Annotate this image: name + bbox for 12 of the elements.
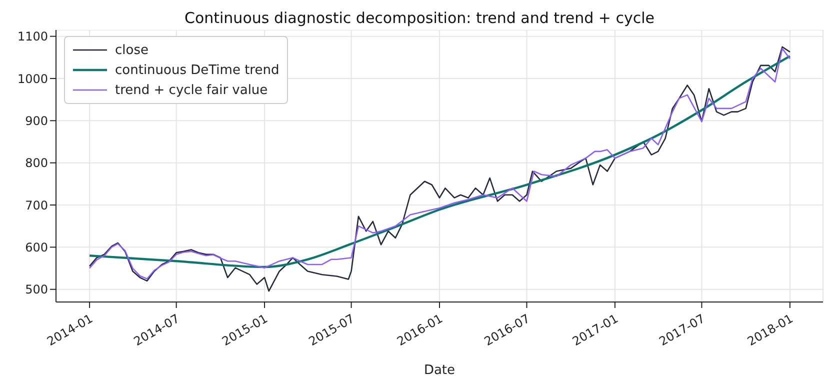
legend-label: close [115, 42, 148, 58]
y-tick-label: 600 [25, 240, 48, 254]
y-tick-label: 500 [25, 282, 48, 297]
y-tick-label: 800 [25, 156, 48, 170]
y-tick-label: 700 [25, 198, 48, 212]
y-tick-label: 900 [25, 114, 48, 128]
y-tick-label: 1000 [17, 72, 48, 86]
y-tick-label: 1100 [17, 30, 48, 44]
chart-title: Continuous diagnostic decomposition: trend and trend + cycle [183, 8, 656, 29]
legend-label: trend + cycle fair value [115, 82, 268, 98]
x-axis-title: Date [424, 363, 456, 378]
legend-label: continuous DeTime trend [115, 62, 280, 78]
